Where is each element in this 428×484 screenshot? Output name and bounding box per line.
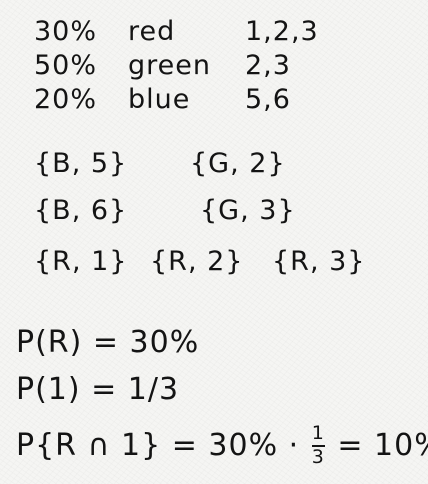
- green-label: green: [128, 50, 211, 81]
- set-green-3: {G, 3}: [200, 195, 296, 226]
- set-red-3: {R, 3}: [272, 246, 366, 277]
- red-label: red: [128, 16, 176, 47]
- fraction-numerator: 1: [311, 422, 325, 444]
- equation-lhs: P{R ∩ 1} = 30% ·: [16, 427, 300, 463]
- blue-percent: 20%: [34, 84, 98, 115]
- equation-p-red-and-one: P{R ∩ 1} = 30% · 1 3 = 10%: [16, 422, 428, 468]
- red-numbers: 1,2,3: [245, 16, 319, 47]
- fraction-bar: [311, 444, 325, 447]
- fraction-one-third: 1 3: [311, 422, 325, 468]
- green-numbers: 2,3: [245, 50, 291, 81]
- set-red-1: {R, 1}: [34, 246, 128, 277]
- fraction-denominator: 3: [311, 445, 325, 468]
- set-green-2: {G, 2}: [190, 148, 286, 179]
- equation-rhs: = 10%: [337, 427, 428, 463]
- equation-p-one: P(1) = 1/3: [16, 372, 180, 407]
- set-blue-6: {B, 6}: [34, 195, 128, 226]
- red-percent: 30%: [34, 16, 98, 47]
- set-red-2: {R, 2}: [150, 246, 244, 277]
- blue-label: blue: [128, 84, 191, 115]
- green-percent: 50%: [34, 50, 98, 81]
- blue-numbers: 5,6: [245, 84, 291, 115]
- set-blue-5: {B, 5}: [34, 148, 128, 179]
- equation-p-red: P(R) = 30%: [16, 325, 200, 360]
